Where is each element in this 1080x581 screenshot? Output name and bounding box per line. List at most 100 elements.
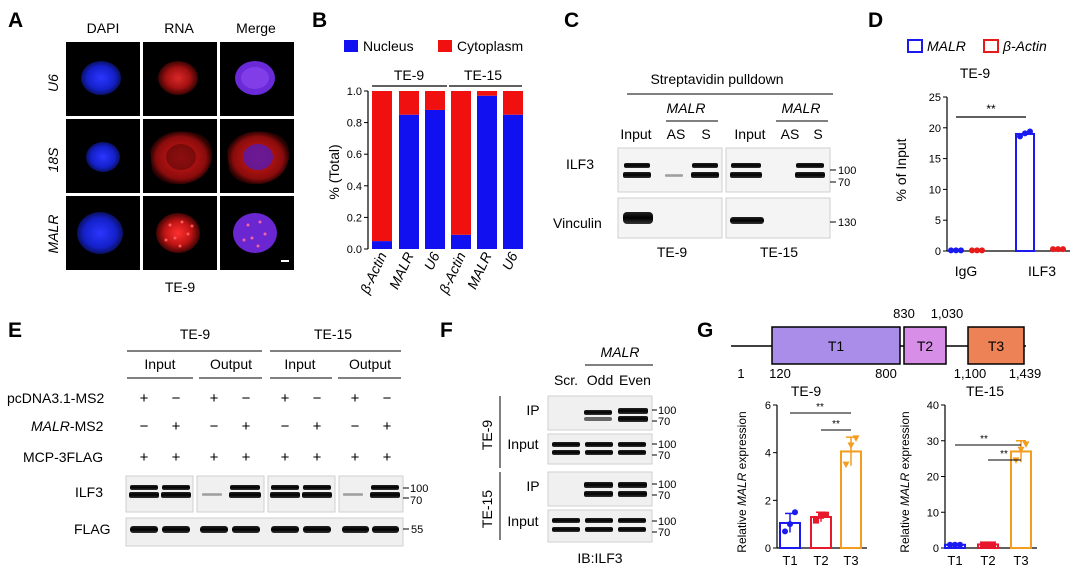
data-point <box>813 517 819 524</box>
blots-f <box>547 395 653 543</box>
panel-label-e: E <box>8 319 22 342</box>
lane-as-te9: AS <box>667 126 686 142</box>
sign-cell: − <box>351 418 360 435</box>
y-tick-label: 0.2 <box>347 212 362 224</box>
row-label-malr: MALR <box>45 215 61 254</box>
bar-nucleus <box>372 241 392 249</box>
blot-bands <box>623 163 825 178</box>
sign-cell: − <box>383 390 392 407</box>
sign-cell: + <box>383 449 392 466</box>
cell-label-te9: TE-9 <box>479 420 495 451</box>
bar-nucleus <box>425 109 445 250</box>
lane-even: Even <box>619 372 651 388</box>
x-label-ilf3: ILF3 <box>1028 263 1056 279</box>
data-point <box>958 247 964 254</box>
data-point <box>1060 246 1066 253</box>
bar <box>840 450 862 550</box>
sign-cell: + <box>281 390 290 407</box>
sig-marker: ** <box>1000 449 1008 460</box>
bar-cytoplasm <box>399 91 419 115</box>
blot-flag <box>125 517 404 547</box>
panel-g: G T1 T2 T3 1 120 800 830 1,030 1,100 1,4… <box>697 306 1041 568</box>
marker-70: 70 <box>658 527 670 539</box>
lane-odd: Odd <box>587 372 613 388</box>
coord-1: 1 <box>737 366 744 381</box>
blot-label-ilf3: ILF3 <box>75 484 103 500</box>
panel-label-g: G <box>697 319 713 342</box>
y-axis-label-te9: Relative MALR expression <box>735 411 749 552</box>
data-point <box>953 247 959 254</box>
bar-series <box>947 128 1070 254</box>
coord-800: 800 <box>875 366 897 381</box>
row-label-vinculin: Vinculin <box>553 215 602 231</box>
data-point <box>787 521 793 528</box>
row-malr-ms2: MALR-MS2 <box>31 418 104 434</box>
data-point <box>782 528 788 535</box>
x-tick-label: MALR <box>464 250 495 292</box>
marker-70: 70 <box>838 177 850 189</box>
x-tick-label: T2 <box>813 553 828 568</box>
domain-t2-label: T2 <box>917 338 934 354</box>
marker-100: 100 <box>658 439 676 451</box>
panel-d: D MALR β-Actin TE-9 % of Input 0 5 10 15 20 2… <box>868 9 1070 279</box>
sign-cell: + <box>172 418 181 435</box>
malr-label: MALR <box>601 344 640 360</box>
coord-1439: 1,439 <box>1009 366 1042 381</box>
y-tick-label: 0.0 <box>347 244 362 256</box>
col-output-te9: Output <box>210 356 252 372</box>
sig-marker: ** <box>980 434 988 445</box>
data-point <box>842 461 850 469</box>
group-label-te9: TE-9 <box>394 67 425 83</box>
y-tick-label: 5 <box>935 215 941 227</box>
blot-band <box>730 217 764 224</box>
data-point <box>1022 130 1028 137</box>
data-point <box>979 247 985 254</box>
sign-cell: − <box>172 390 181 407</box>
panel-label-d: D <box>868 9 883 32</box>
sign-cell: + <box>210 390 219 407</box>
sign-cell: + <box>242 418 251 435</box>
panel-c: C Streptavidin pulldown MALR MALR Input … <box>553 9 856 260</box>
coord-1100: 1,100 <box>954 366 987 381</box>
data-point <box>948 247 954 254</box>
x-tick-label: T1 <box>782 553 797 568</box>
cell-label-te9: TE-9 <box>180 326 211 342</box>
y-tick-label: 0.6 <box>347 149 362 161</box>
blot-band <box>623 212 653 224</box>
y-axis-label: % of Input <box>893 138 909 201</box>
marker-100: 100 <box>658 516 676 528</box>
blot-ilf3 <box>125 475 404 513</box>
row-ip-te15: IP <box>526 478 539 494</box>
y-tick-label: 30 <box>927 436 939 448</box>
data-point <box>985 541 991 548</box>
sig-marker: ** <box>816 402 824 413</box>
malr-label-te15: MALR <box>782 100 821 116</box>
legend-cytoplasm-label: Cytoplasm <box>457 38 523 54</box>
merge-signal <box>243 144 273 170</box>
y-axis-label: % (Total) <box>326 144 342 199</box>
x-tick-label: U6 <box>499 249 521 272</box>
x-tick-label: T1 <box>947 553 962 568</box>
marker-70: 70 <box>410 495 422 507</box>
y-tick-label: 10 <box>929 184 941 196</box>
nucleus-shape <box>86 142 120 172</box>
panel-label-c: C <box>564 9 579 32</box>
panel-b: B Nucleus Cytoplasm TE-9 TE-15 % (Total)… <box>312 9 523 297</box>
marker-70: 70 <box>658 450 670 462</box>
merge-signal <box>233 213 277 253</box>
bar-cytoplasm <box>503 91 523 115</box>
panel-a-caption: TE-9 <box>165 279 196 295</box>
data-point <box>1027 128 1033 135</box>
data-point <box>980 541 986 548</box>
data-point <box>952 541 958 548</box>
cell-label-te15: TE-15 <box>479 490 495 528</box>
sign-cell: + <box>210 449 219 466</box>
y-tick-label: 25 <box>929 92 941 104</box>
col-output-te15: Output <box>349 356 391 372</box>
y-tick-label: 20 <box>927 472 939 484</box>
bar-cytoplasm <box>372 91 392 242</box>
data-point <box>852 435 860 442</box>
y-axis-label-te15: Relative MALR expression <box>898 411 912 552</box>
domain-t1-label: T1 <box>828 338 845 354</box>
